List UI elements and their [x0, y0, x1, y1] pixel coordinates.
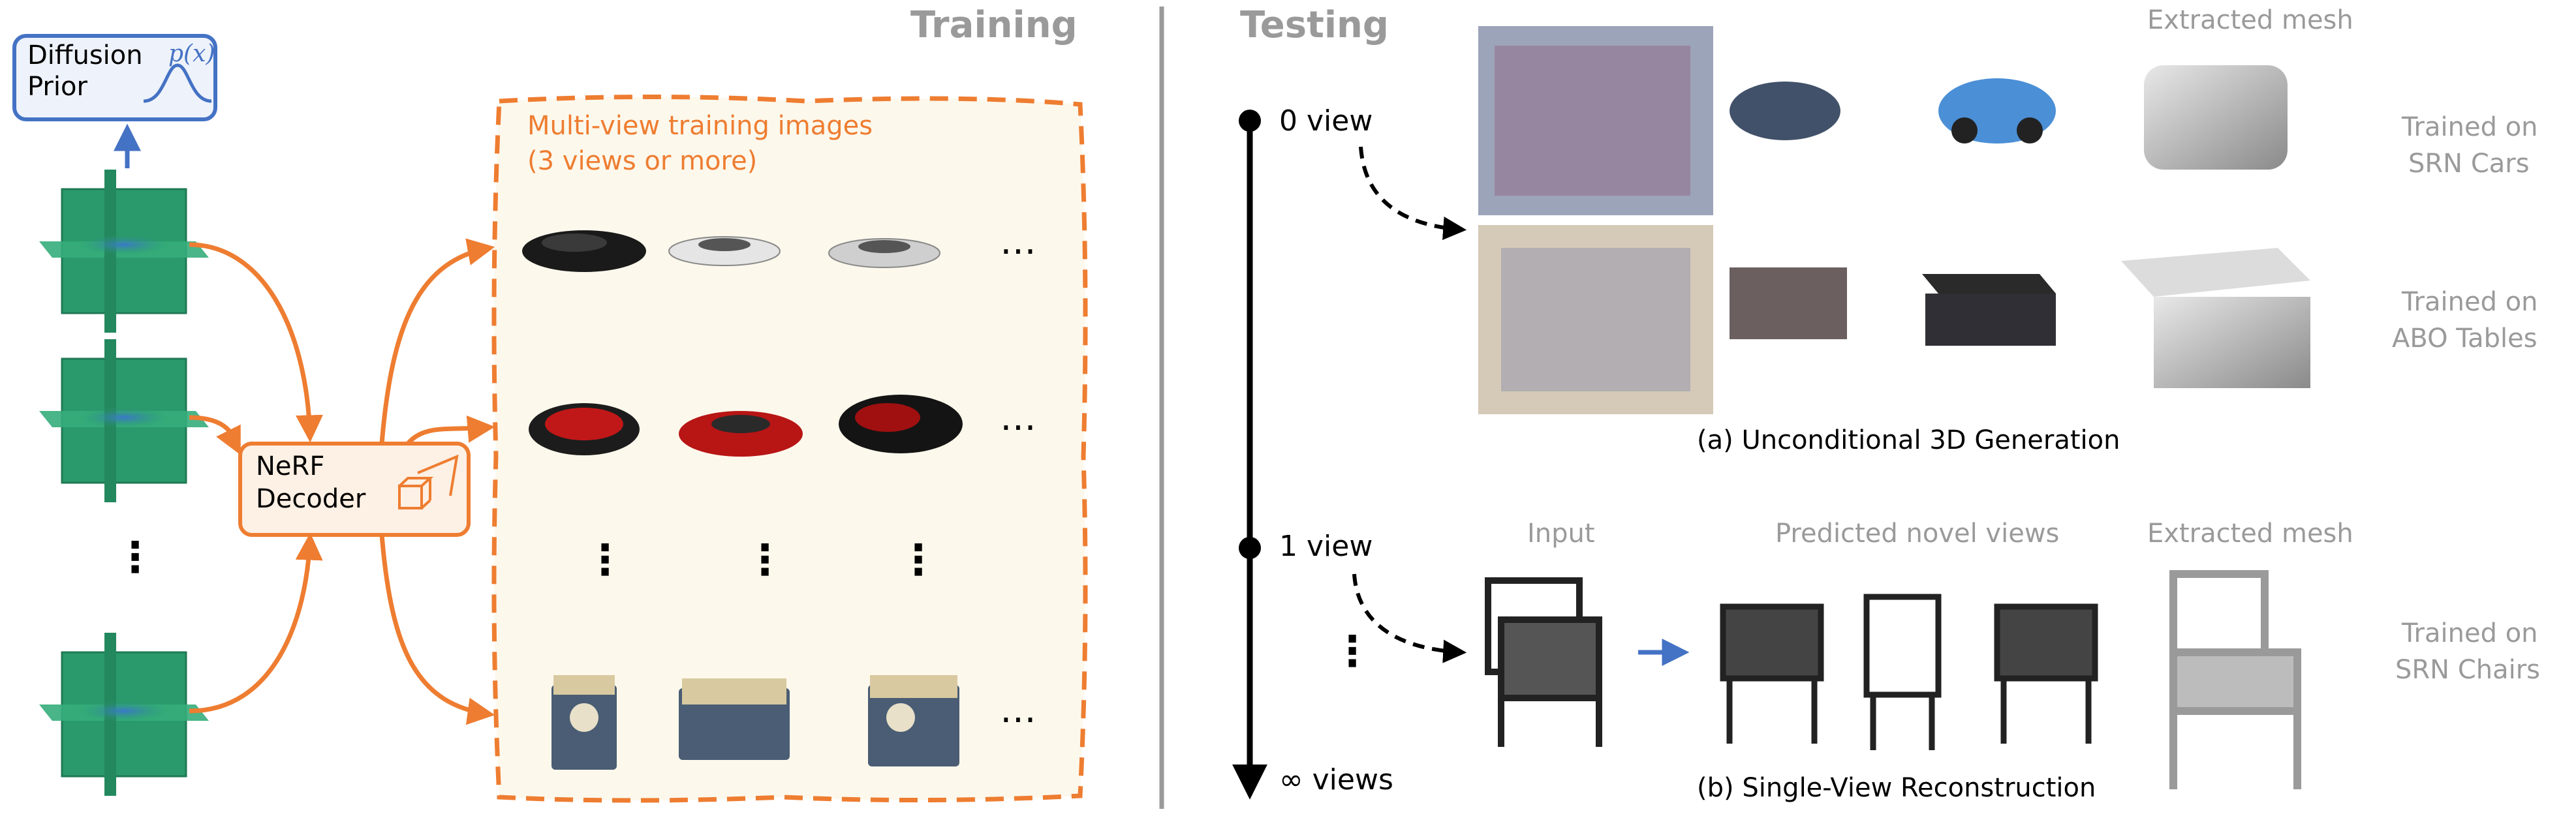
thumb-row4-jeep1	[551, 675, 617, 770]
training-title: Training	[910, 4, 1078, 46]
timeline-dot-1	[1239, 537, 1261, 559]
timeline-ellipsis: ⋮	[1331, 628, 1373, 676]
caption-b: (b) Single-View Reconstruction	[1697, 773, 2096, 803]
trained-on-chairs-2: SRN Chairs	[2395, 655, 2541, 685]
generated-car-render	[1938, 78, 2056, 144]
training-images-title-2: (3 views or more)	[527, 146, 758, 176]
table-mesh	[2121, 248, 2310, 388]
triplane-3	[39, 633, 209, 796]
gaussian-curve	[143, 63, 212, 103]
row2-ellipsis: ⋯	[1000, 406, 1036, 448]
thumb-row1-car2	[668, 236, 781, 266]
noise-cube-cars	[1478, 26, 1713, 215]
trained-on-tables-1: Trained on	[2402, 287, 2538, 317]
thumb-row4-jeep2	[679, 678, 790, 760]
col3-ellipsis: ⋮	[897, 536, 939, 584]
col2-ellipsis: ⋮	[744, 536, 786, 584]
thumb-row2-car3	[839, 395, 963, 453]
prior-label-line2: Prior	[27, 72, 87, 102]
training-images-area	[491, 95, 1088, 803]
row4-ellipsis: ⋯	[1000, 698, 1036, 740]
trained-on-cars-1: Trained on	[2402, 112, 2538, 142]
training-images-title-1: Multi-view training images	[527, 111, 873, 141]
col1-ellipsis: ⋮	[584, 536, 626, 584]
arrow-triplane2-decoder	[189, 415, 241, 455]
diffusion-prior-box	[12, 34, 217, 121]
trained-on-tables-2: ABO Tables	[2392, 324, 2537, 354]
partial-table-points	[1730, 267, 1847, 339]
arrow-decoder-row4	[379, 534, 495, 725]
testing-title: Testing	[1240, 4, 1389, 46]
timeline-dot-0	[1239, 110, 1261, 132]
triplane-ellipsis: ⋮	[114, 534, 156, 582]
triplane-1	[39, 170, 209, 333]
arrow-decoder-row2	[406, 415, 495, 446]
arrow-triplane1-decoder	[189, 242, 323, 443]
prior-label-line1: Diffusion	[27, 40, 143, 70]
triplane-2	[39, 339, 209, 502]
trained-on-cars-2: SRN Cars	[2408, 149, 2530, 179]
input-label: Input	[1527, 519, 1595, 549]
thumb-row4-jeep3	[868, 675, 959, 766]
trained-on-chairs-1: Trained on	[2402, 618, 2538, 648]
partial-car-points	[1730, 82, 1840, 140]
timeline-1-view: 1 view	[1279, 530, 1373, 563]
timeline-infinite-views: ∞ views	[1279, 763, 1393, 796]
camera-icon	[398, 454, 459, 509]
novel-views-label: Predicted novel views	[1775, 519, 2060, 549]
novel-view-3	[1994, 603, 2098, 744]
prior-formula: p(x)	[168, 40, 215, 67]
arrow-decoder-row1	[379, 238, 495, 444]
decoder-label-line1: NeRF	[256, 451, 325, 481]
dashed-arrow-1view	[1352, 573, 1467, 663]
thumb-row1-car3	[828, 238, 940, 268]
novel-view-2	[1863, 594, 1942, 750]
noise-cube-tables	[1478, 225, 1713, 414]
thumb-row2-car2	[679, 411, 803, 457]
extracted-mesh-label-b: Extracted mesh	[2147, 519, 2353, 549]
thumb-row1-car1	[522, 230, 646, 272]
chair-mesh	[2169, 570, 2301, 789]
novel-view-1	[1720, 603, 1824, 744]
car-mesh	[2144, 65, 2288, 170]
decoder-label-line2: Decoder	[256, 484, 366, 514]
input-chair-render	[1485, 577, 1602, 747]
thumb-row2-car1	[529, 403, 640, 455]
generated-table-render	[1922, 274, 2056, 346]
caption-a: (a) Unconditional 3D Generation	[1697, 425, 2120, 455]
extracted-mesh-label-a: Extracted mesh	[2147, 5, 2353, 35]
nerf-decoder-box	[238, 442, 471, 537]
timeline-0-view: 0 view	[1279, 104, 1373, 138]
row1-ellipsis: ⋯	[1000, 230, 1036, 272]
dashed-arrow-0view	[1359, 146, 1467, 240]
arrow-triplane3-decoder	[189, 532, 323, 714]
